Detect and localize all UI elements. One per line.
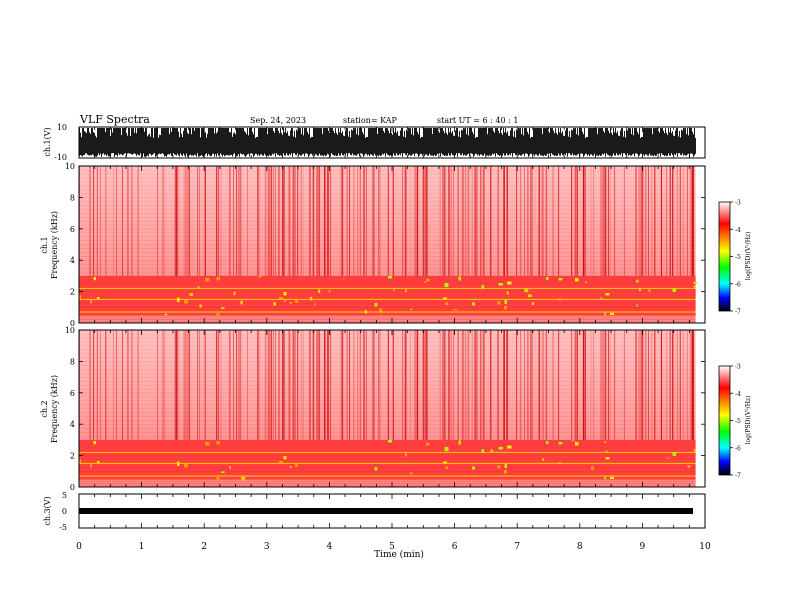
ch1-colorbar-label: log(PSD)(V²/Hz) xyxy=(745,232,752,281)
colorbar-tick-label: -5 xyxy=(735,418,741,425)
time-tick-label: 1 xyxy=(139,542,145,552)
figure-date: Sep. 24, 2023 xyxy=(250,116,306,125)
colorbar-tick-label: -3 xyxy=(735,200,741,207)
ch3-waveform-ytick-top: 5 xyxy=(62,491,67,500)
ch2-spectrogram-panel: 0 2 4 6 8 10 ch.2 Frequency (kHz) xyxy=(40,326,706,492)
time-tick-label: 4 xyxy=(327,542,333,552)
ch1-spectrogram-xticks xyxy=(78,166,706,323)
colorbar-tick-label: -4 xyxy=(735,227,741,234)
ch1-spectrogram-channel-label: ch.1 xyxy=(40,236,49,253)
ch3-waveform-panel: 5 0 -5 ch.3(V) 0 1 2 3 4 5 6 7 8 9 10 Time (min) xyxy=(43,491,711,560)
colorbar-tick-label: -3 xyxy=(735,364,741,371)
ch1-spectrogram-ytick-label: 4 xyxy=(70,256,75,265)
time-tick-label: 7 xyxy=(514,542,520,552)
figure-title: VLF Spectra xyxy=(79,113,150,126)
colorbar-tick-label: -5 xyxy=(735,254,741,261)
ch2-spectrogram-xticks xyxy=(78,330,706,487)
colorbar-tick-label: -6 xyxy=(735,445,741,452)
ch3-waveform-ylabel: ch.3(V) xyxy=(43,496,52,525)
ch1-spectrogram-ylabel: Frequency (kHz) xyxy=(50,211,59,279)
ch1-spectrogram-panel: 0 2 4 6 8 10 ch.1 Frequency (kHz) xyxy=(40,162,706,328)
time-tick-label: 3 xyxy=(264,542,270,552)
ch1-spectrogram-ytick-label: 8 xyxy=(70,193,75,202)
colorbar-tick-label: -4 xyxy=(735,391,741,398)
ch1-waveform-trace xyxy=(79,128,696,157)
ch2-spectrogram-yticks: 0 2 4 6 8 10 xyxy=(65,326,705,492)
ch2-spectrogram-ytick-label: 8 xyxy=(70,357,75,366)
ch1-spectrogram-ytick-label: 6 xyxy=(70,225,75,234)
ch2-spectrogram-ytick-label: 10 xyxy=(65,326,75,335)
ch2-colorbar-gradient xyxy=(718,365,731,476)
ch3-waveform-xticks xyxy=(78,494,706,528)
ch2-colorbar-label: log(PSD)(V²/Hz) xyxy=(745,396,752,445)
ch3-waveform-ytick-mid: 0 xyxy=(62,507,67,516)
ch1-waveform-ylabel: ch.1(V) xyxy=(43,127,52,156)
ch2-spectrogram-ytick-label: 6 xyxy=(70,389,75,398)
ch3-waveform-ytick-bottom: -5 xyxy=(59,523,67,532)
ch2-spectrogram-ytick-label: 4 xyxy=(70,420,75,429)
colorbar-tick-label: -6 xyxy=(735,281,741,288)
ch1-colorbar: -3 -4 -5 -6 -7 log(PSD)(V²/Hz) xyxy=(718,200,752,316)
ch1-waveform-ytick-top: 10 xyxy=(57,123,67,132)
colorbar-tick-label: -7 xyxy=(735,473,741,480)
time-tick-label: 5 xyxy=(389,542,395,552)
figure-start-time: start UT = 6 : 40 : 1 xyxy=(437,116,518,125)
time-tick-label: 6 xyxy=(452,542,458,552)
colorbar-tick-label: -7 xyxy=(735,309,741,316)
time-tick-label: 0 xyxy=(76,542,82,552)
ch3-waveform-trace xyxy=(79,508,693,514)
ch2-spectrogram-image xyxy=(78,330,696,488)
ch2-spectrogram-channel-label: ch.2 xyxy=(40,400,49,417)
time-tick-label: 10 xyxy=(699,542,711,552)
figure-station: station= KAP xyxy=(343,116,398,125)
ch2-spectrogram-ytick-label: 2 xyxy=(70,452,75,461)
ch2-colorbar: -3 -4 -5 -6 -7 log(PSD)(V²/Hz) xyxy=(718,364,752,480)
ch1-waveform-ytick-bottom: -10 xyxy=(54,153,67,162)
ch1-spectrogram-ytick-label: 10 xyxy=(65,162,75,171)
ch1-spectrogram-yticks: 0 2 4 6 8 10 xyxy=(65,162,705,328)
ch2-spectrogram-ylabel: Frequency (kHz) xyxy=(50,375,59,443)
time-axis-label: Time (min) xyxy=(374,549,424,560)
time-tick-label: 8 xyxy=(577,542,583,552)
ch2-spectrogram-ytick-label: 0 xyxy=(70,483,75,492)
ch1-waveform-xticks xyxy=(78,127,706,158)
ch1-colorbar-gradient xyxy=(718,201,731,312)
time-tick-label: 2 xyxy=(201,542,207,552)
time-axis-tick-labels: 0 1 2 3 4 5 6 7 8 9 10 xyxy=(76,542,711,552)
ch1-spectrogram-image xyxy=(78,166,698,324)
time-tick-label: 9 xyxy=(640,542,646,552)
ch1-waveform-panel: 10 -10 ch.1(V) xyxy=(43,123,706,162)
ch2-colorbar-ticks: -3 -4 -5 -6 -7 xyxy=(730,364,741,480)
ch1-spectrogram-ytick-label: 0 xyxy=(70,319,75,328)
ch1-spectrogram-ytick-label: 2 xyxy=(70,288,75,297)
ch1-colorbar-ticks: -3 -4 -5 -6 -7 xyxy=(730,200,741,316)
